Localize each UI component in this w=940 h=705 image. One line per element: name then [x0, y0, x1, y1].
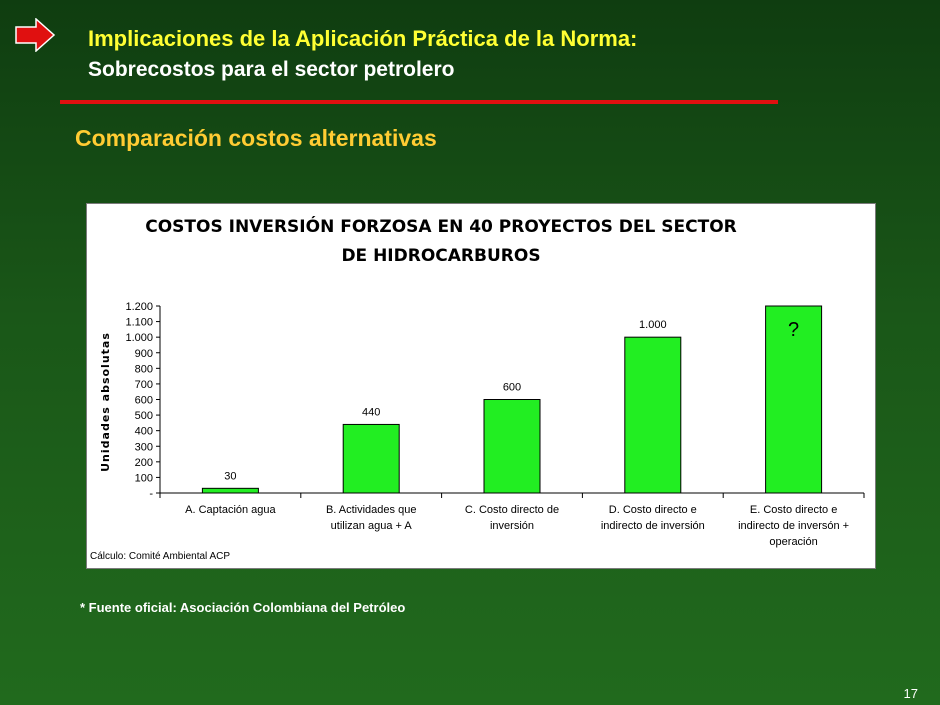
bar	[342, 423, 400, 494]
x-tick-label: inversión	[490, 520, 534, 532]
x-tick-label: utilizan agua + A	[331, 520, 413, 532]
y-axis-label: Unidades absolutas	[99, 332, 112, 472]
bar	[765, 305, 823, 494]
red-arrow-icon	[15, 18, 56, 52]
y-tick-label: 1.200	[125, 301, 153, 313]
y-tick-label: 100	[135, 472, 153, 484]
bar-data-label: 30	[224, 470, 236, 482]
slide-title: Implicaciones de la Aplicación Práctica …	[88, 26, 638, 51]
bar-chart: COSTOS INVERSIÓN FORZOSA EN 40 PROYECTOS…	[90, 215, 865, 562]
slide-title-secondary: Sobrecostos para el sector petrolero	[88, 58, 455, 81]
x-tick-label: B. Actividades que	[326, 504, 417, 516]
source-footnote: * Fuente oficial: Asociación Colombiana …	[80, 600, 406, 615]
y-tick-label: 500	[135, 410, 153, 422]
y-tick-label: 600	[135, 395, 153, 407]
x-tick-label: operación	[769, 536, 817, 548]
bar-data-label: ?	[788, 319, 799, 341]
bar-chart-panel: COSTOS INVERSIÓN FORZOSA EN 40 PROYECTOS…	[86, 203, 876, 569]
y-tick-label: -	[149, 488, 153, 500]
y-tick-label: 1.100	[125, 317, 153, 329]
y-axis-ticks: - 100 200 300 400 500 600 700 800 900 1.000 1.100 1.…	[125, 301, 160, 500]
bar	[624, 336, 682, 494]
bar	[201, 487, 259, 494]
bar-data-label: 440	[362, 406, 380, 418]
chart-title-line-2: DE HIDROCARBUROS	[341, 246, 540, 266]
page-number: 17	[903, 686, 918, 701]
x-tick-label: C. Costo directo de	[465, 504, 559, 516]
x-tick-label: A. Captación agua	[185, 504, 276, 516]
x-tick-label: indirecto de inversón +	[738, 520, 849, 532]
y-tick-label: 900	[135, 348, 153, 360]
chart-source-note: Cálculo: Comité Ambiental ACP	[90, 551, 230, 562]
y-tick-label: 200	[135, 457, 153, 469]
y-tick-label: 700	[135, 379, 153, 391]
y-tick-label: 300	[135, 441, 153, 453]
y-tick-label: 1.000	[125, 332, 153, 344]
bar-data-label: 600	[503, 382, 521, 394]
x-tick-label: D. Costo directo e	[609, 504, 697, 516]
chart-title-line-1: COSTOS INVERSIÓN FORZOSA EN 40 PROYECTOS…	[145, 215, 737, 237]
bar-data-label: 1.000	[639, 319, 667, 331]
x-tick-label: E. Costo directo e	[750, 504, 837, 516]
slide-subtitle: Comparación costos alternativas	[75, 125, 437, 151]
title-divider	[60, 100, 778, 104]
x-axis-ticks: A. Captación agua B. Actividades que utili…	[159, 493, 865, 548]
bar	[483, 399, 541, 494]
y-tick-label: 400	[135, 426, 153, 438]
y-tick-label: 800	[135, 363, 153, 375]
bars: 30 440 600 1.000?	[201, 305, 823, 494]
x-tick-label: indirecto de inversión	[601, 520, 705, 532]
